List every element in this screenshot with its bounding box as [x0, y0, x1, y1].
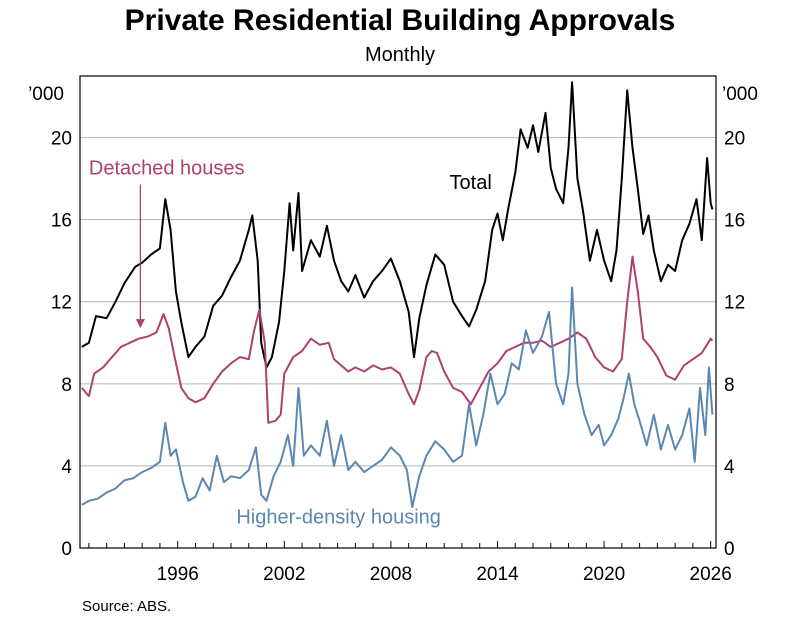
grid-lines — [80, 137, 716, 467]
unit-label-left: ’000 — [28, 84, 64, 105]
x-tick-label: 2008 — [370, 564, 412, 585]
y-tick-label-left: 8 — [61, 375, 72, 396]
y-tick-label-right: 20 — [724, 129, 745, 150]
y-tick-label-right: 16 — [724, 211, 745, 232]
y-tick-label-left: 20 — [51, 129, 72, 150]
chart-title: Private Residential Building Approvals — [124, 4, 676, 37]
y-tick-label-left: 16 — [51, 211, 72, 232]
x-tick-label: 2014 — [476, 564, 519, 585]
x-tick-label: 2026 — [690, 564, 732, 585]
x-tick-label: 2020 — [583, 564, 625, 585]
y-tick-label-right: 0 — [724, 539, 735, 560]
y-tick-label-left: 0 — [61, 539, 72, 560]
plot-frame — [79, 75, 717, 549]
y-tick-label-left: 12 — [51, 293, 72, 314]
series-lines — [81, 81, 714, 508]
chart-subtitle: Monthly — [364, 44, 436, 66]
y-tick-label-left: 4 — [61, 457, 72, 478]
x-tick-label: 1996 — [157, 564, 199, 585]
series-line-total — [81, 81, 714, 369]
source-note: Source: ABS. — [82, 598, 172, 615]
series-label: Total — [450, 172, 492, 194]
y-tick-label-right: 12 — [724, 293, 745, 314]
unit-label-right: ’000 — [722, 84, 758, 105]
x-tick-label: 2002 — [263, 564, 305, 585]
series-line-detached-houses — [81, 255, 714, 424]
series-labels: Total Detached houses Higher-density housi… — [89, 158, 492, 529]
y-tick-label-right: 4 — [724, 457, 735, 478]
series-line-higher-density-housing — [81, 286, 714, 508]
y-tick-label-right: 8 — [724, 375, 735, 396]
series-label: Detached houses — [89, 158, 245, 180]
series-label: Higher-density housing — [236, 506, 441, 528]
